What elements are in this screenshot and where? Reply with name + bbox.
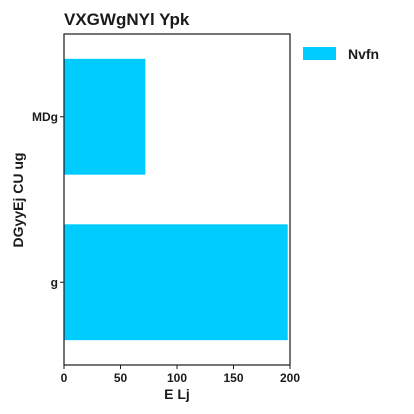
x-ticks-group: 0 50 100 150 200	[61, 365, 300, 385]
x-tick-label: 0	[61, 371, 68, 385]
bar-g	[64, 224, 288, 341]
legend-swatch	[303, 47, 336, 60]
x-tick-label: 150	[223, 371, 243, 385]
legend-label: Nvfn	[348, 46, 379, 62]
bar-MDg	[64, 58, 146, 175]
y-axis-title: DGyyEj CU ug	[10, 153, 26, 248]
x-tick-label: 200	[280, 371, 300, 385]
y-categories-group: MDg g	[32, 110, 64, 289]
bars-group	[64, 58, 288, 341]
y-tick-label: g	[51, 275, 58, 289]
chart-title: VXGWgNYl Ypk	[64, 10, 190, 29]
x-tick-label: 50	[114, 371, 128, 385]
legend: Nvfn	[303, 46, 379, 62]
x-axis-title: E Lj	[164, 386, 190, 402]
y-tick-label: MDg	[32, 110, 58, 124]
x-tick-label: 100	[167, 371, 187, 385]
